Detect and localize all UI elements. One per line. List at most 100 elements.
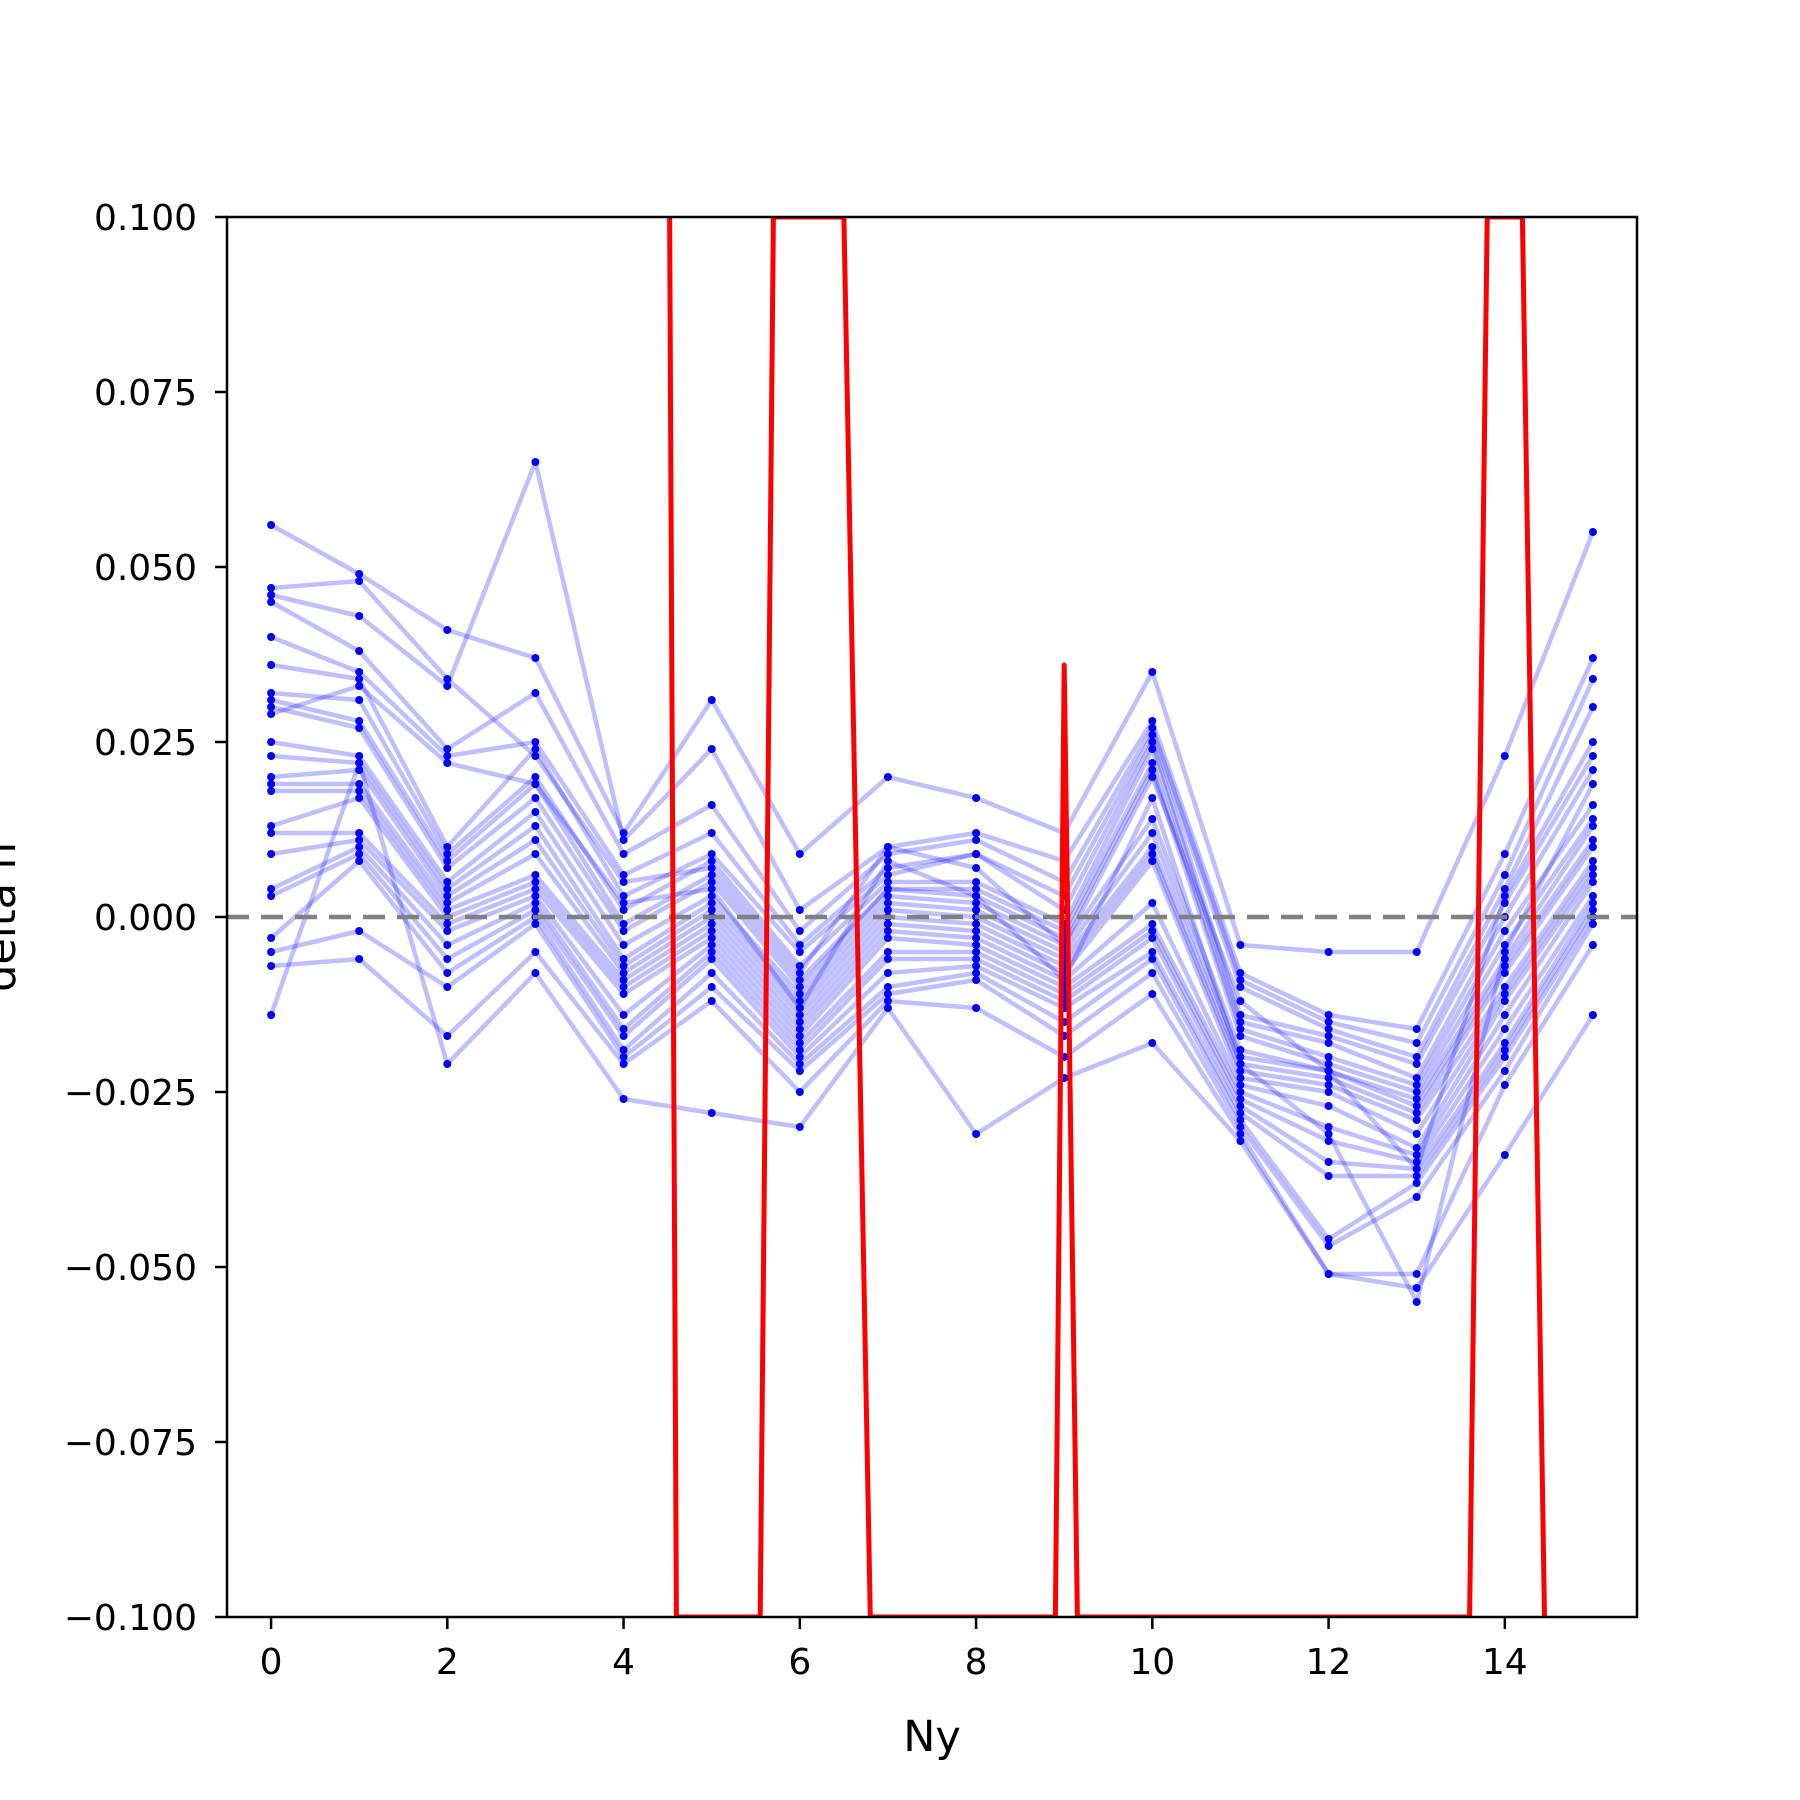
data-point bbox=[1500, 892, 1509, 900]
data-point bbox=[707, 696, 716, 704]
data-point bbox=[1324, 948, 1333, 956]
data-point bbox=[531, 745, 540, 753]
data-point bbox=[972, 941, 981, 949]
data-point bbox=[267, 850, 276, 858]
data-point bbox=[1236, 1137, 1245, 1145]
data-point bbox=[1500, 1046, 1509, 1054]
data-point bbox=[1412, 1088, 1421, 1096]
data-point bbox=[1236, 1046, 1245, 1054]
data-point bbox=[972, 976, 981, 984]
data-point bbox=[1412, 1102, 1421, 1110]
series-line-1 bbox=[270, 459, 1595, 1032]
data-point bbox=[619, 990, 628, 998]
data-point bbox=[267, 752, 276, 760]
data-point bbox=[1588, 878, 1597, 886]
data-point bbox=[443, 850, 452, 858]
data-point bbox=[443, 906, 452, 914]
data-point bbox=[972, 850, 981, 858]
data-point bbox=[1412, 1116, 1421, 1124]
data-point bbox=[531, 885, 540, 893]
data-point bbox=[619, 850, 628, 858]
data-point bbox=[267, 780, 276, 788]
series-line-14 bbox=[271, 830, 1595, 1158]
data-point bbox=[707, 969, 716, 977]
data-point bbox=[883, 1004, 892, 1012]
data-point bbox=[1500, 1067, 1509, 1075]
data-point bbox=[267, 787, 276, 795]
data-point bbox=[972, 920, 981, 928]
data-point bbox=[972, 962, 981, 970]
series-layer bbox=[267, 458, 1597, 1306]
data-point bbox=[267, 710, 276, 718]
y-tick-label: 0.050 bbox=[94, 548, 197, 589]
data-point bbox=[1236, 1130, 1245, 1138]
series-line-23 bbox=[270, 683, 1595, 1305]
data-point bbox=[619, 871, 628, 879]
data-point bbox=[795, 1053, 804, 1061]
data-point bbox=[355, 752, 364, 760]
data-point bbox=[795, 1011, 804, 1019]
data-point bbox=[1412, 1270, 1421, 1278]
data-point bbox=[443, 920, 452, 928]
data-point bbox=[972, 878, 981, 886]
data-point bbox=[795, 906, 804, 914]
data-point bbox=[1148, 731, 1157, 739]
data-point bbox=[1324, 1270, 1333, 1278]
data-point bbox=[1148, 934, 1157, 942]
data-point bbox=[1148, 668, 1157, 676]
data-point bbox=[619, 1095, 628, 1103]
data-point bbox=[1412, 1165, 1421, 1173]
data-point bbox=[355, 787, 364, 795]
data-point bbox=[1588, 871, 1597, 879]
y-axis-label: delta h bbox=[0, 842, 26, 992]
y-tick-label: −0.050 bbox=[64, 1248, 197, 1289]
data-point bbox=[707, 983, 716, 991]
data-point bbox=[1500, 948, 1509, 956]
data-point bbox=[883, 850, 892, 858]
data-point bbox=[883, 920, 892, 928]
data-point bbox=[355, 668, 364, 676]
data-point bbox=[972, 836, 981, 844]
data-point bbox=[355, 696, 364, 704]
data-point bbox=[267, 1011, 276, 1019]
data-point bbox=[443, 864, 452, 872]
data-point bbox=[1148, 990, 1157, 998]
data-point bbox=[619, 1046, 628, 1054]
data-point bbox=[1588, 941, 1597, 949]
data-point bbox=[619, 1060, 628, 1068]
series-line-20 bbox=[270, 943, 1595, 1277]
data-point bbox=[1324, 1130, 1333, 1138]
data-point bbox=[1588, 752, 1597, 760]
data-point bbox=[1500, 1053, 1509, 1061]
data-point bbox=[531, 906, 540, 914]
data-point bbox=[1588, 1011, 1597, 1019]
data-point bbox=[883, 948, 892, 956]
data-point bbox=[795, 1039, 804, 1047]
data-point bbox=[883, 969, 892, 977]
data-point bbox=[1412, 1130, 1421, 1138]
data-point bbox=[707, 920, 716, 928]
data-point bbox=[443, 878, 452, 886]
series-line-8 bbox=[270, 739, 1595, 1102]
data-point bbox=[267, 892, 276, 900]
data-point bbox=[883, 871, 892, 879]
data-point bbox=[1236, 969, 1245, 977]
data-point bbox=[972, 969, 981, 977]
series-line-11 bbox=[271, 781, 1595, 1123]
data-point bbox=[1236, 1011, 1245, 1019]
data-point bbox=[443, 892, 452, 900]
data-point bbox=[1588, 822, 1597, 830]
data-point bbox=[443, 675, 452, 683]
data-point bbox=[707, 906, 716, 914]
data-point bbox=[795, 1123, 804, 1131]
data-point bbox=[443, 927, 452, 935]
data-point bbox=[443, 1032, 452, 1040]
data-point bbox=[1324, 1011, 1333, 1019]
data-point bbox=[443, 885, 452, 893]
series-line-5 bbox=[270, 690, 1595, 1081]
data-point bbox=[1412, 948, 1421, 956]
data-point bbox=[355, 850, 364, 858]
data-point bbox=[355, 843, 364, 851]
data-point bbox=[1236, 1025, 1245, 1033]
